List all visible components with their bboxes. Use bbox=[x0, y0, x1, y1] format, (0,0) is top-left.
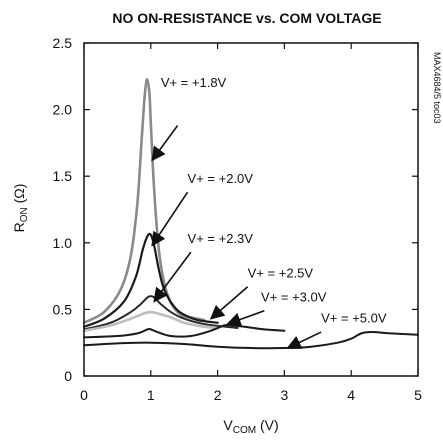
annotation-label: V+ = +5.0V bbox=[321, 311, 387, 326]
y-tick-label: 2.5 bbox=[53, 35, 73, 51]
annotation-arrow bbox=[153, 251, 192, 303]
plot-frame bbox=[83, 42, 419, 377]
y-tick-label: 1.0 bbox=[53, 235, 73, 251]
chart-title: NO ON-RESISTANCE vs. COM VOLTAGE bbox=[112, 10, 381, 26]
x-tick-label: 5 bbox=[414, 387, 422, 403]
x-tick-label: 3 bbox=[281, 387, 289, 403]
annotation-arrow bbox=[151, 125, 179, 162]
x-tick-label: 4 bbox=[347, 387, 355, 403]
x-tick-label: 2 bbox=[214, 387, 222, 403]
y-axis-ticks: 0 0.5 1.0 1.5 2.0 2.5 bbox=[53, 35, 418, 384]
series-line bbox=[82, 310, 219, 333]
annotation-arrow bbox=[286, 331, 322, 349]
y-axis-label: RON (Ω) bbox=[11, 184, 30, 233]
x-axis-ticks: 0 1 2 3 4 5 bbox=[80, 43, 422, 403]
annotation-arrow bbox=[209, 286, 249, 320]
series-line bbox=[83, 295, 239, 331]
series-line bbox=[82, 78, 206, 325]
annotation-label: V+ = +2.0V bbox=[188, 171, 254, 186]
y-tick-label: 0 bbox=[64, 368, 72, 384]
annotation-label: V+ = +2.3V bbox=[188, 231, 254, 246]
series-line bbox=[83, 323, 286, 339]
x-tick-label: 0 bbox=[80, 387, 88, 403]
y-tick-label: 1.5 bbox=[53, 168, 73, 184]
annotation-arrow bbox=[151, 191, 189, 247]
y-tick-label: 0.5 bbox=[53, 301, 73, 317]
y-tick-label: 2.0 bbox=[53, 102, 73, 118]
annotation-arrow bbox=[226, 309, 265, 327]
series-annotations: V+ = +1.8V V+ = +2.0V V+ = +2.3V V+ = +2.5V… bbox=[151, 75, 387, 349]
x-tick-label: 1 bbox=[147, 387, 155, 403]
annotation-label: V+ = +3.0V bbox=[261, 289, 327, 304]
annotation-label: V+ = +1.8V bbox=[161, 75, 227, 90]
plot-curves bbox=[82, 78, 419, 350]
x-axis-label: VCOM (V) bbox=[223, 417, 278, 436]
annotation-label: V+ = +2.5V bbox=[248, 265, 314, 280]
figure-code: MAX4684/5 toc03 bbox=[432, 52, 442, 124]
